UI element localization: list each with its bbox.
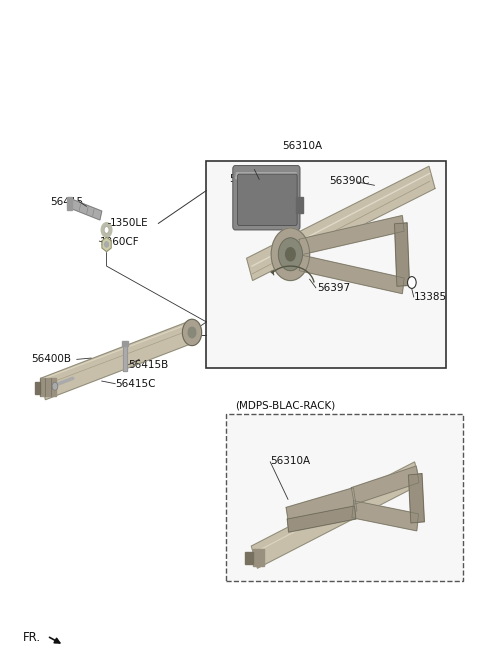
Circle shape: [104, 227, 109, 233]
Polygon shape: [35, 382, 40, 394]
Circle shape: [278, 238, 302, 271]
Polygon shape: [253, 549, 264, 566]
FancyBboxPatch shape: [238, 174, 297, 225]
Text: FR.: FR.: [23, 631, 41, 644]
Polygon shape: [236, 173, 296, 179]
Text: 1360CF: 1360CF: [99, 237, 139, 247]
Polygon shape: [299, 215, 404, 255]
Text: 56400B: 56400B: [31, 354, 71, 365]
Polygon shape: [252, 462, 420, 568]
Text: 2: 2: [410, 280, 414, 285]
Circle shape: [101, 223, 112, 237]
Text: 56397: 56397: [317, 283, 350, 293]
Text: 56390C: 56390C: [329, 176, 369, 187]
Polygon shape: [351, 466, 419, 505]
Circle shape: [182, 319, 202, 346]
Text: 13385: 13385: [414, 292, 447, 302]
Polygon shape: [247, 166, 435, 281]
Polygon shape: [288, 506, 356, 532]
Text: 56310A: 56310A: [270, 456, 311, 466]
Polygon shape: [299, 255, 404, 294]
Circle shape: [286, 248, 295, 261]
Text: 56415B: 56415B: [128, 359, 168, 370]
Polygon shape: [296, 197, 303, 213]
Polygon shape: [102, 237, 111, 252]
Text: (MDPS-BLAC-RACK): (MDPS-BLAC-RACK): [235, 401, 336, 411]
Bar: [206, 161, 446, 368]
Polygon shape: [122, 341, 128, 346]
Polygon shape: [40, 378, 56, 396]
Circle shape: [105, 242, 108, 247]
Bar: [226, 414, 463, 581]
Polygon shape: [67, 197, 72, 210]
Text: 56415C: 56415C: [115, 379, 156, 390]
Circle shape: [271, 228, 310, 281]
Text: 56415: 56415: [50, 196, 84, 207]
Text: 56310A: 56310A: [282, 141, 323, 151]
Polygon shape: [123, 344, 127, 371]
Polygon shape: [395, 223, 409, 286]
Text: 1350LE: 1350LE: [109, 218, 148, 229]
Circle shape: [188, 327, 196, 338]
Polygon shape: [41, 321, 194, 399]
Polygon shape: [245, 552, 253, 564]
Polygon shape: [70, 199, 102, 220]
Polygon shape: [352, 501, 419, 531]
Circle shape: [52, 382, 58, 390]
Text: 56370C: 56370C: [229, 173, 270, 184]
Circle shape: [408, 277, 416, 288]
Polygon shape: [286, 487, 357, 531]
FancyBboxPatch shape: [233, 166, 300, 230]
Polygon shape: [408, 474, 424, 523]
